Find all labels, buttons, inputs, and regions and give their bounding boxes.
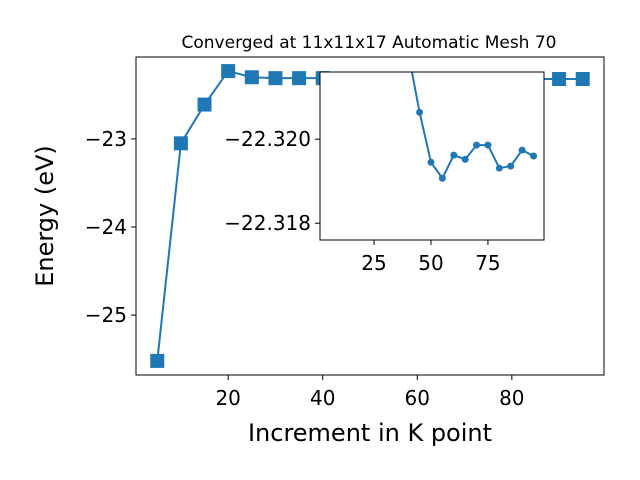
marker — [450, 151, 458, 159]
x-tick-label: 75 — [475, 251, 500, 275]
marker — [427, 158, 435, 166]
y-tick-label: −25 — [85, 303, 127, 327]
plot-area — [320, 72, 544, 240]
y-tick-label: −22.318 — [224, 211, 311, 235]
marker — [150, 353, 165, 368]
marker — [173, 136, 188, 151]
marker — [473, 141, 481, 149]
marker — [244, 70, 259, 85]
marker — [495, 164, 503, 172]
y-axis-label: Energy (eV) — [31, 145, 59, 287]
x-tick-label: 60 — [405, 386, 430, 410]
x-tick-label: 40 — [310, 386, 335, 410]
marker — [221, 64, 236, 79]
marker — [197, 97, 212, 112]
axes-frame — [135, 56, 605, 376]
marker — [438, 174, 446, 182]
marker — [268, 71, 283, 86]
x-tick-label: 50 — [418, 251, 443, 275]
axes-frame — [319, 71, 545, 241]
y-tick-label: −22.320 — [224, 127, 311, 151]
y-tick-label: −24 — [85, 215, 127, 239]
marker — [461, 155, 469, 163]
marker — [292, 71, 307, 86]
x-tick-label: 20 — [215, 386, 240, 410]
chart-title: Converged at 11x11x17 Automatic Mesh 70 — [182, 33, 557, 53]
marker — [507, 162, 515, 170]
x-axis-label: Increment in K point — [248, 419, 492, 447]
marker — [416, 108, 424, 116]
marker — [518, 146, 526, 154]
y-tick-label: −23 — [85, 127, 127, 151]
marker — [552, 72, 567, 87]
plot-layer — [410, 72, 538, 182]
x-tick-label: 80 — [499, 386, 524, 410]
marker — [484, 141, 492, 149]
marker — [575, 72, 590, 87]
x-tick-label: 25 — [361, 251, 386, 275]
marker — [530, 152, 538, 160]
